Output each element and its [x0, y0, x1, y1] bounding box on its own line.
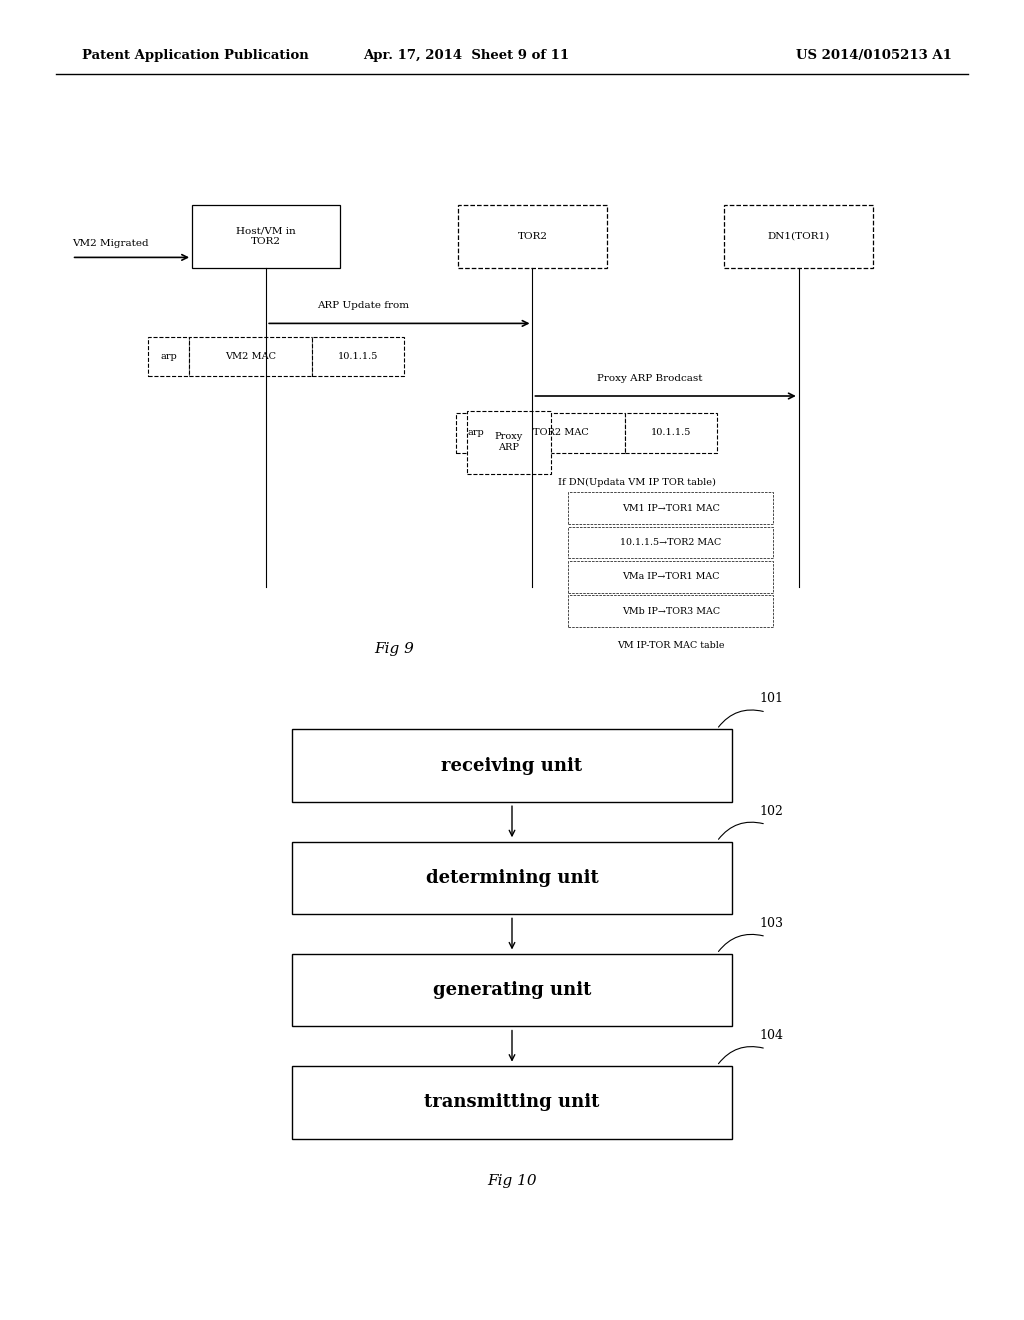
Text: receiving unit: receiving unit: [441, 756, 583, 775]
Text: 103: 103: [759, 917, 783, 929]
FancyBboxPatch shape: [292, 842, 732, 913]
Text: ARP Update from: ARP Update from: [317, 301, 410, 310]
Text: VM IP-TOR MAC table: VM IP-TOR MAC table: [617, 642, 724, 649]
Text: VM2 Migrated: VM2 Migrated: [72, 239, 148, 248]
FancyBboxPatch shape: [725, 205, 872, 268]
Text: Proxy ARP Brodcast: Proxy ARP Brodcast: [597, 374, 703, 383]
FancyBboxPatch shape: [292, 729, 732, 803]
Text: 10.1.1.5: 10.1.1.5: [650, 429, 691, 437]
Text: VM1 IP→TOR1 MAC: VM1 IP→TOR1 MAC: [622, 504, 720, 512]
Text: 102: 102: [759, 805, 783, 817]
FancyBboxPatch shape: [292, 953, 732, 1027]
Text: TOR2 MAC: TOR2 MAC: [532, 429, 589, 437]
FancyBboxPatch shape: [497, 413, 625, 453]
FancyBboxPatch shape: [568, 595, 773, 627]
Text: If DN(Updata VM IP TOR table): If DN(Updata VM IP TOR table): [558, 478, 716, 487]
Text: Apr. 17, 2014  Sheet 9 of 11: Apr. 17, 2014 Sheet 9 of 11: [362, 49, 569, 62]
Text: Host/VM in
TOR2: Host/VM in TOR2: [237, 227, 296, 246]
FancyBboxPatch shape: [292, 1067, 732, 1138]
Text: Proxy
ARP: Proxy ARP: [495, 433, 523, 451]
Text: 10.1.1.5: 10.1.1.5: [338, 352, 379, 360]
Text: US 2014/0105213 A1: US 2014/0105213 A1: [797, 49, 952, 62]
Text: arp: arp: [468, 429, 484, 437]
FancyBboxPatch shape: [459, 205, 606, 268]
Text: 104: 104: [759, 1030, 783, 1041]
Text: DN1(TOR1): DN1(TOR1): [768, 232, 829, 240]
Text: Patent Application Publication: Patent Application Publication: [82, 49, 308, 62]
FancyBboxPatch shape: [456, 413, 497, 453]
FancyBboxPatch shape: [193, 205, 340, 268]
Text: determining unit: determining unit: [426, 869, 598, 887]
FancyBboxPatch shape: [568, 561, 773, 593]
Text: arp: arp: [161, 352, 177, 360]
FancyBboxPatch shape: [467, 411, 551, 474]
Text: transmitting unit: transmitting unit: [424, 1093, 600, 1111]
FancyBboxPatch shape: [625, 413, 717, 453]
Text: TOR2: TOR2: [517, 232, 548, 240]
Text: 101: 101: [759, 693, 783, 705]
FancyBboxPatch shape: [312, 337, 404, 376]
FancyBboxPatch shape: [568, 492, 773, 524]
FancyBboxPatch shape: [148, 337, 189, 376]
Text: generating unit: generating unit: [433, 981, 591, 999]
Text: VM2 MAC: VM2 MAC: [225, 352, 276, 360]
FancyBboxPatch shape: [568, 527, 773, 558]
Text: 10.1.1.5→TOR2 MAC: 10.1.1.5→TOR2 MAC: [621, 539, 721, 546]
Text: VMa IP→TOR1 MAC: VMa IP→TOR1 MAC: [622, 573, 720, 581]
Text: VMb IP→TOR3 MAC: VMb IP→TOR3 MAC: [622, 607, 720, 615]
Text: Fig 10: Fig 10: [487, 1175, 537, 1188]
Text: Fig 9: Fig 9: [375, 643, 414, 656]
FancyBboxPatch shape: [189, 337, 312, 376]
